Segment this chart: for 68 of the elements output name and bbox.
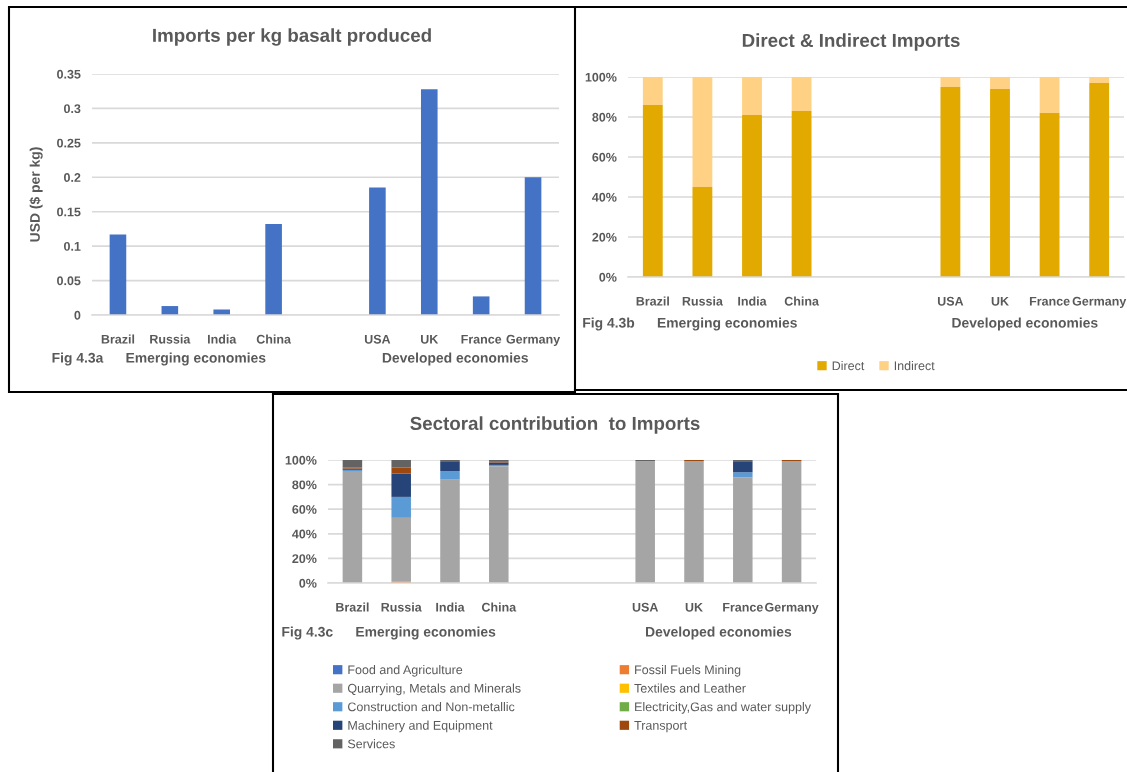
- text: Developed economies: [646, 626, 792, 640]
- x-tick-label: France: [723, 602, 763, 612]
- x-tick-label: USA: [364, 334, 391, 344]
- y-tick-label: 60%: [292, 505, 317, 514]
- x-tick-label: Germany: [506, 334, 561, 347]
- x-tick-label: UK: [991, 296, 1009, 306]
- x-tick-label: USA: [937, 296, 964, 306]
- legend-label: Textiles and Leather: [634, 683, 746, 693]
- x-tick-label: Brazil: [336, 602, 369, 612]
- x-tick-label: India: [207, 334, 237, 344]
- text: Developed economies: [382, 352, 528, 366]
- x-tick-label: UK: [421, 334, 439, 344]
- x-tick-label: Germany: [1072, 296, 1127, 309]
- y-tick-label: 0.25: [57, 138, 81, 148]
- x-tick-label: India: [738, 296, 767, 306]
- y-tick-label: 20%: [292, 554, 317, 564]
- x-tick-label: Brazil: [636, 296, 669, 306]
- x-tick-label: USA: [632, 602, 659, 612]
- legend-label: Indirect: [894, 361, 935, 371]
- legend-label: Direct: [832, 361, 865, 371]
- x-tick-label: India: [436, 602, 465, 612]
- caption: Fig 4.3a: [52, 352, 104, 366]
- y-tick-label: 0%: [299, 578, 317, 588]
- legend-label: Food and Agriculture: [348, 665, 463, 677]
- y-tick-label: 80%: [592, 112, 617, 122]
- text: Emerging economies: [126, 352, 266, 366]
- caption: Fig 4.3c: [282, 626, 333, 640]
- legend-label: Machinery and Equipment: [348, 720, 493, 733]
- y-tick-label: 0.2: [64, 173, 81, 182]
- legend-label: Quarrying, Metals and Minerals: [347, 683, 521, 696]
- x-tick-label: Russia: [682, 296, 723, 306]
- y-tick-label: 60%: [592, 152, 617, 162]
- chart-title: Sectoral contribution to Imports: [410, 416, 700, 434]
- y-tick-label: 40%: [592, 192, 617, 202]
- chart-title: Imports per kg basalt produced: [153, 28, 431, 46]
- y-tick-label: 0%: [599, 272, 617, 282]
- caption: Fig 4.3b: [583, 317, 635, 331]
- x-tick-label: Russia: [150, 334, 191, 344]
- x-tick-label: China: [784, 296, 820, 306]
- chart-title: Direct & Indirect Imports: [742, 33, 960, 51]
- text: Developed economies: [952, 317, 1098, 331]
- x-tick-label: France: [1029, 296, 1070, 306]
- x-tick-label: France: [461, 334, 502, 344]
- text: Emerging economies: [356, 626, 496, 640]
- x-tick-label: China: [481, 602, 517, 612]
- y-tick-label: 0.15: [57, 207, 81, 217]
- y-tick-label: 20%: [592, 232, 617, 242]
- y-tick-label: 40%: [292, 529, 317, 539]
- y-tick-label: 80%: [292, 480, 317, 490]
- y-tick-label: 0: [74, 310, 81, 320]
- legend-label: Construction and Non-metallic: [348, 702, 515, 712]
- y-tick-label: 0.35: [57, 69, 81, 79]
- x-tick-label: China: [256, 334, 292, 344]
- y-tick-label: 0.1: [64, 241, 81, 251]
- y-axis-title: USD ($ per kg): [29, 147, 43, 242]
- y-tick-label: 0.05: [57, 276, 81, 286]
- x-tick-label: Germany: [765, 602, 819, 615]
- legend-label: Services: [347, 739, 395, 749]
- y-tick-label: 0.3: [64, 104, 81, 114]
- x-tick-label: Russia: [381, 602, 422, 612]
- x-tick-label: UK: [685, 602, 703, 612]
- legend-label: Transport: [634, 721, 688, 733]
- y-tick-label: 100%: [285, 455, 317, 465]
- legend-label: Electricity,Gas and water supply: [635, 702, 811, 714]
- text: Emerging economies: [657, 317, 797, 331]
- x-tick-label: Brazil: [101, 334, 135, 344]
- y-tick-label: 100%: [585, 72, 617, 82]
- legend-label: Fossil Fuels Mining: [635, 665, 741, 677]
